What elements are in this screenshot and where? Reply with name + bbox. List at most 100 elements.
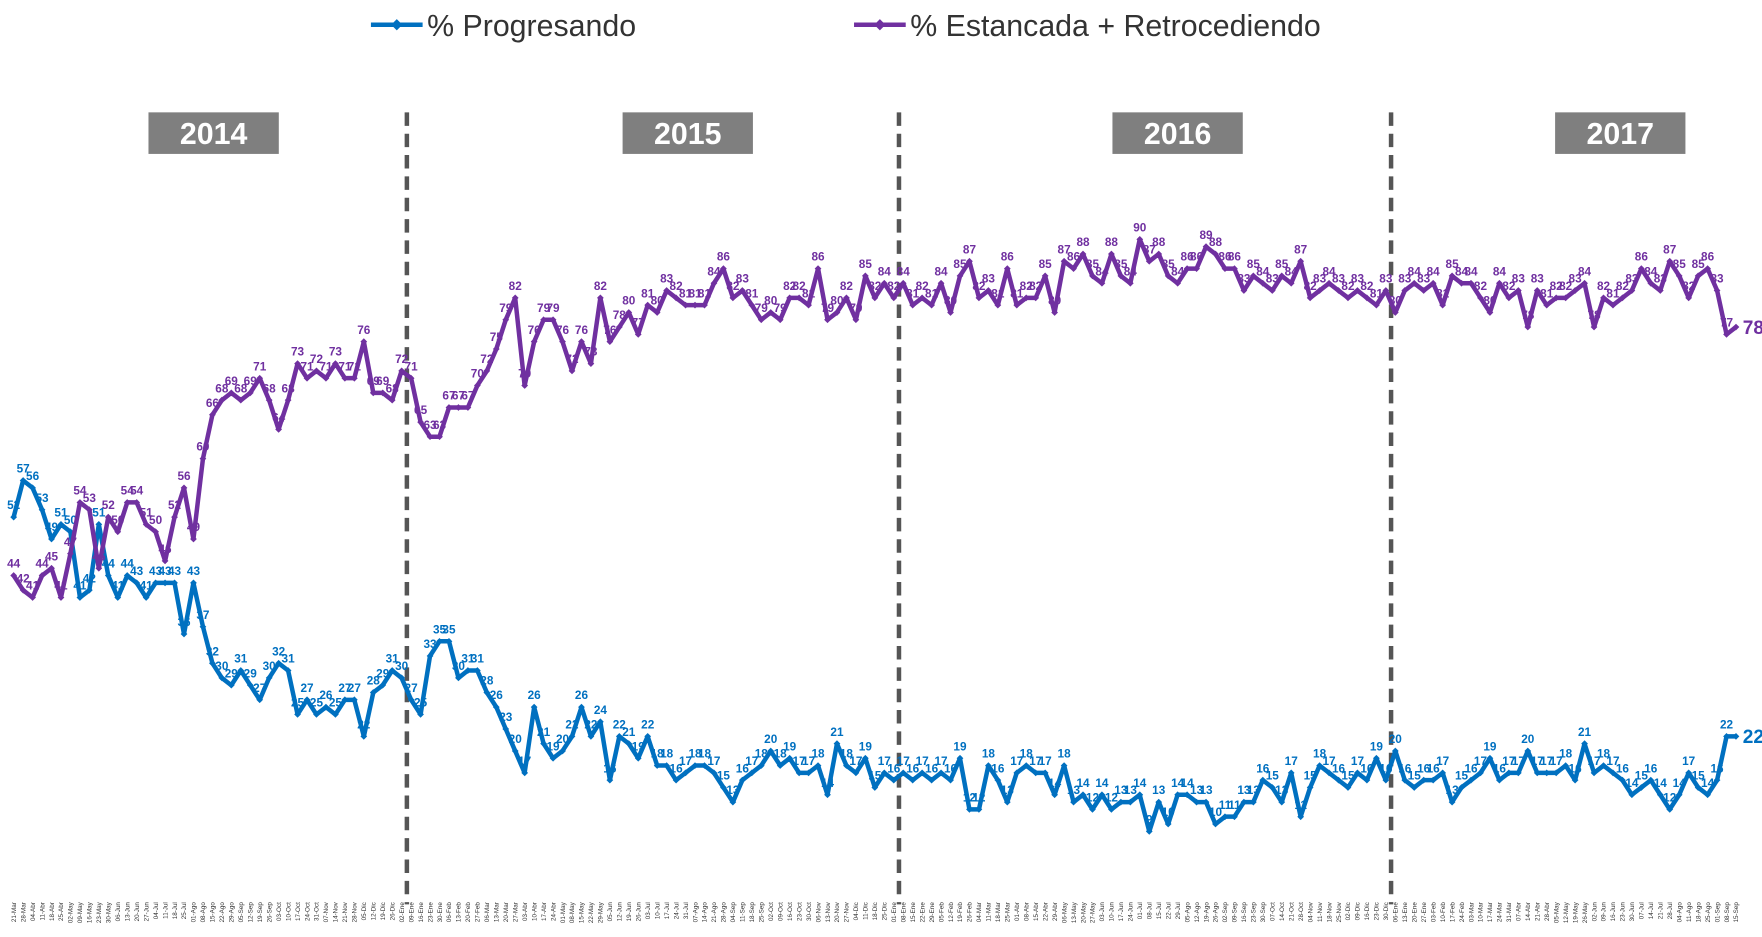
x-tick-label: 31-Oct [314,902,321,921]
data-label: 83 [1417,273,1431,286]
point [1401,287,1409,294]
data-label: 70 [518,368,532,381]
data-label: 79 [547,302,561,315]
data-label: 86 [717,251,731,264]
data-label: 88 [1209,236,1223,249]
point [1571,287,1579,294]
x-tick-label: 23-Jun [1620,902,1627,922]
data-label: 60 [196,441,210,454]
point [861,754,869,762]
data-label: 80 [1483,295,1497,308]
data-label: 54 [130,485,144,498]
point [1600,762,1607,769]
x-tick-label: 10-Abr [531,902,538,921]
point [1174,791,1182,799]
data-label: 76 [556,324,570,337]
point [776,316,784,324]
point [237,667,245,674]
point [1732,732,1740,740]
legend-label: % Progresando [427,10,636,43]
data-label: 69 [376,375,390,388]
point [578,338,585,346]
data-label: 78 [1743,318,1762,339]
data-label: 85 [859,258,873,271]
point [776,762,784,769]
data-label: 17 [745,755,759,768]
data-label: 15 [1635,770,1649,783]
data-label: 12 [972,792,986,805]
point [464,667,472,674]
x-tick-label: 02-Jun [1591,902,1598,922]
point [1477,294,1484,302]
data-label: 17 [1512,755,1526,768]
x-tick-label: 23-Sep [1251,902,1258,923]
data-label: 16 [1256,762,1270,775]
data-label: 79 [774,302,788,315]
data-label: 15 [1455,770,1469,783]
x-tick-label: 21-Nov [342,901,349,922]
data-label: 53 [35,492,49,505]
point [1391,309,1399,316]
x-tick-label: 31-Jul [683,902,690,919]
point [209,411,216,419]
data-label: 72 [480,353,494,366]
data-label: 84 [1578,265,1592,278]
data-label: 21 [537,726,551,739]
point [1514,287,1522,294]
data-label: 84 [1171,265,1185,278]
data-label: 84 [1285,265,1299,278]
x-tick-label: 26-Dic [389,902,396,920]
x-tick-label: 05-Dic [361,902,368,920]
x-tick-label: 30-Dic [1383,902,1390,920]
data-label: 71 [405,360,419,373]
point [1562,762,1570,769]
point [218,674,226,682]
data-label: 14 [1048,777,1062,790]
point [1647,776,1655,784]
data-label: 26 [575,689,589,702]
point [663,762,670,769]
x-tick-label: 04-Nov [1307,901,1314,922]
data-label: 13 [1190,784,1204,797]
data-label: 26 [528,689,542,702]
x-tick-label: 18-Sep [749,902,756,923]
point [1041,272,1049,280]
x-tick-label: 22-Abr [1042,902,1049,921]
data-label: 25 [329,697,343,710]
x-tick-label: 22-Ene [919,902,926,923]
x-tick-label: 16-Jun [1610,902,1617,922]
point [1439,301,1446,309]
x-tick-label: 03-Feb [1430,902,1437,922]
point [407,374,415,382]
data-label: 25 [310,697,324,710]
data-label: 86 [811,251,825,264]
data-label: 79 [499,302,513,315]
point [672,776,680,784]
data-label: 42 [83,572,97,585]
data-label: 16 [1398,762,1412,775]
data-label: 17 [1039,755,1053,768]
x-tick-label: 07-Jul [1639,902,1646,919]
x-tick-label: 02-May [68,901,75,923]
point [947,776,954,784]
point [152,528,159,536]
data-label: 21 [622,726,636,739]
point [795,294,803,302]
x-tick-label: 19-Ago [1203,902,1210,923]
x-tick-label: 06-Nov [815,901,822,922]
data-label: 81 [925,287,939,300]
data-label: 41 [140,580,154,593]
x-tick-label: 09-Sep [1232,902,1239,923]
data-label: 27 [405,682,419,695]
data-label: 82 [887,280,901,293]
data-label: 17 [1029,755,1043,768]
x-tick-label: 01-Ago [191,902,198,923]
data-label: 31 [282,653,296,666]
point [1656,287,1664,294]
data-label: 35 [442,623,456,636]
data-label: 84 [1464,265,1478,278]
data-label: 84 [1644,265,1658,278]
x-tick-label: 08-Ago [200,902,207,923]
data-label: 41 [111,580,125,593]
